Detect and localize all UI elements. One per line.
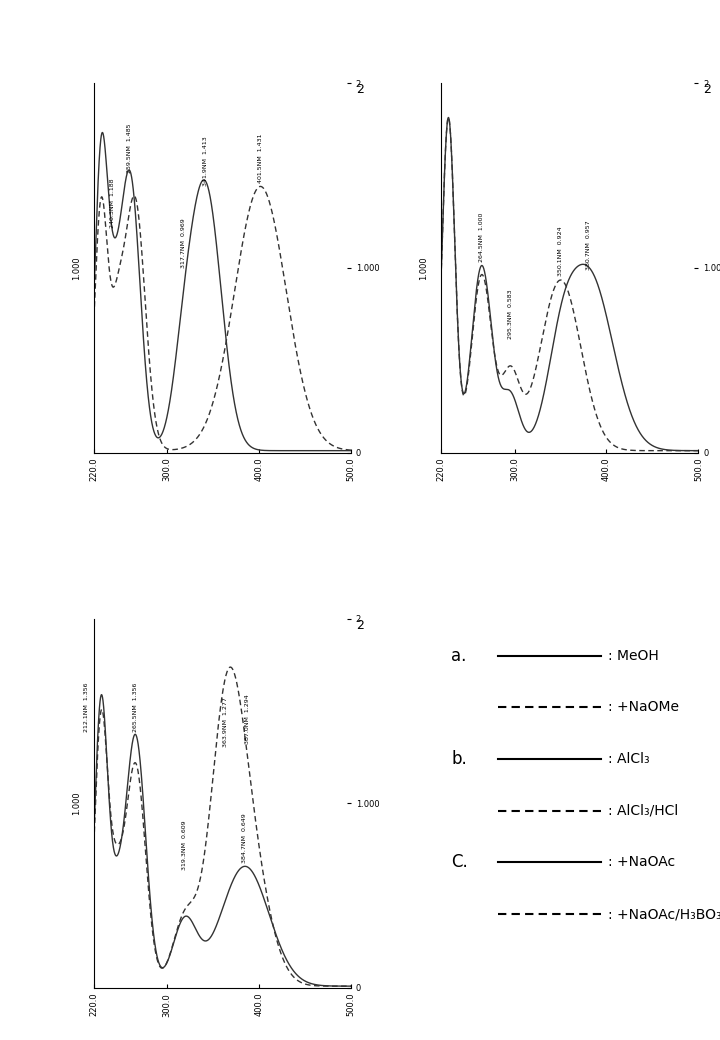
Text: 2: 2 <box>703 83 711 96</box>
Text: 265.5NM  1.356: 265.5NM 1.356 <box>133 682 138 732</box>
Text: 341.9NM  1.413: 341.9NM 1.413 <box>203 136 208 186</box>
Text: 1.000: 1.000 <box>72 256 81 280</box>
Text: 401.5NM  1.431: 401.5NM 1.431 <box>258 133 263 183</box>
Text: 387.0NM  1.294: 387.0NM 1.294 <box>245 694 250 744</box>
Text: 295.3NM  0.583: 295.3NM 0.583 <box>508 290 513 339</box>
Text: 259.5NM  1.485: 259.5NM 1.485 <box>127 124 132 173</box>
Text: 212.1NM  1.356: 212.1NM 1.356 <box>84 682 89 732</box>
Text: 2: 2 <box>356 83 364 96</box>
Text: 1.000: 1.000 <box>72 791 81 815</box>
Text: : AlCl₃/HCl: : AlCl₃/HCl <box>608 804 678 817</box>
Text: 317.7NM  0.969: 317.7NM 0.969 <box>181 218 186 268</box>
Text: 384.7NM  0.649: 384.7NM 0.649 <box>243 813 248 862</box>
Text: 240.3NM  1.188: 240.3NM 1.188 <box>109 178 114 228</box>
Text: 363.9NM  1.277: 363.9NM 1.277 <box>223 697 228 747</box>
Text: : +NaOMe: : +NaOMe <box>608 700 680 714</box>
Text: 319.3NM  0.609: 319.3NM 0.609 <box>182 821 187 870</box>
Text: C.: C. <box>451 854 468 872</box>
Text: 380.7NM  0.957: 380.7NM 0.957 <box>586 220 591 270</box>
Text: 1.000: 1.000 <box>419 256 428 280</box>
Text: b.: b. <box>451 750 467 768</box>
Text: a.: a. <box>451 647 467 665</box>
Text: : +NaOAc/H₃BO₃: : +NaOAc/H₃BO₃ <box>608 907 720 921</box>
Text: : MeOH: : MeOH <box>608 649 659 662</box>
Text: : +NaOAc: : +NaOAc <box>608 856 675 869</box>
Text: 350.1NM  0.924: 350.1NM 0.924 <box>558 227 563 277</box>
Text: : AlCl₃: : AlCl₃ <box>608 752 650 766</box>
Text: 264.5NM  1.000: 264.5NM 1.000 <box>480 213 485 262</box>
Text: 2: 2 <box>356 619 364 631</box>
